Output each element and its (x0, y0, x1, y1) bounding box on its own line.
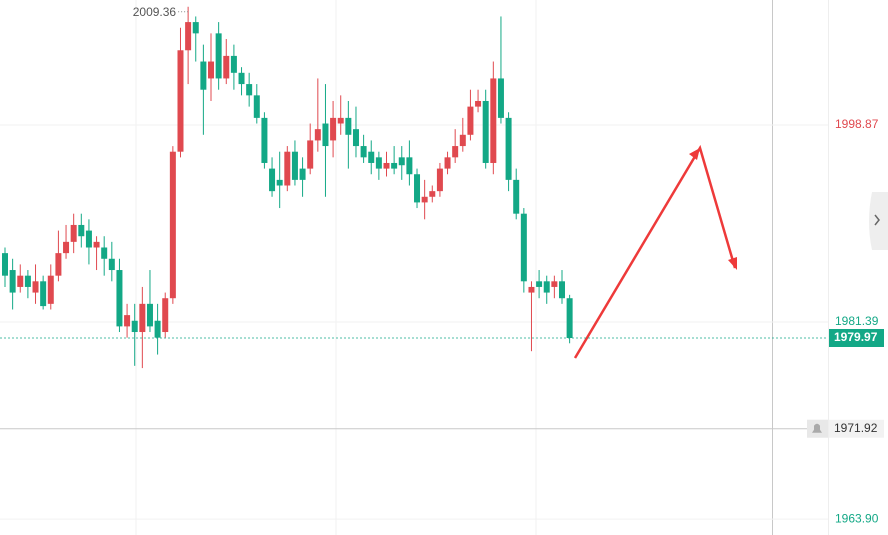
y-tick-label: 1963.90 (835, 511, 879, 525)
chevron-icon (874, 214, 880, 226)
candle-body (551, 281, 558, 287)
candle-body (276, 179, 283, 186)
candle-body (200, 61, 207, 90)
candle-body (513, 179, 520, 214)
candle-body (398, 157, 405, 166)
candle-body (467, 106, 474, 135)
y-tick-label: 1998.87 (835, 117, 879, 131)
candle-body (490, 78, 497, 163)
candle-body (40, 281, 47, 307)
candle-body (177, 50, 184, 152)
candle-body (223, 55, 230, 79)
candle-body (78, 224, 85, 237)
candle-body (421, 196, 428, 203)
candle-body (108, 258, 115, 271)
candle-body (238, 72, 245, 85)
candle-body (9, 270, 16, 293)
candle-body (139, 303, 146, 333)
candle-body (284, 151, 291, 186)
max-high-label: 2009.36 (133, 5, 177, 19)
candle-body (444, 157, 451, 169)
candle-body (375, 157, 382, 169)
candle-body (93, 241, 100, 248)
candle-body (55, 253, 62, 276)
arrow-head (728, 257, 737, 270)
candle-body (322, 123, 329, 147)
candle-body (497, 78, 504, 118)
candle-body (169, 151, 176, 299)
candle-body (162, 298, 169, 333)
candle-body (330, 117, 337, 141)
candle-body (124, 315, 131, 327)
last-price-label: 1979.97 (834, 330, 878, 344)
candle-body (307, 140, 314, 169)
candle-body (414, 174, 421, 203)
candle-body (383, 162, 390, 169)
candle-body (17, 275, 24, 287)
candle-body (215, 33, 222, 79)
candle-body (536, 281, 543, 287)
candle-body (406, 157, 413, 175)
candle-body (2, 253, 8, 276)
candle-body (436, 168, 443, 192)
candle-body (291, 151, 298, 180)
candle-body (558, 281, 565, 299)
last-price-tag (829, 328, 884, 347)
candle-body (246, 84, 253, 96)
candle-body (70, 224, 77, 242)
candle-body (47, 275, 54, 304)
candle-body (131, 320, 138, 333)
y-tick-label: 1981.39 (835, 314, 879, 328)
candle-body (32, 281, 39, 293)
arrow-head (689, 148, 700, 160)
candle-body (146, 303, 153, 327)
crosshair-label: 1971.92 (834, 421, 878, 435)
candle-body (520, 213, 527, 282)
candle-body (566, 298, 573, 338)
candle-body (154, 320, 161, 338)
candle-body (101, 247, 108, 259)
plot: 1998.87 1981.39 1963.90 (0, 6, 879, 525)
candle-body (391, 162, 398, 169)
candle-body (459, 134, 466, 147)
candle-body (337, 117, 344, 124)
candle-body (543, 281, 550, 293)
candle-body (352, 129, 359, 147)
bell-icon (812, 423, 822, 433)
candle-body (24, 275, 31, 287)
candle-body (116, 270, 123, 327)
candle-body (505, 117, 512, 180)
candle-body (482, 100, 489, 163)
candle-body (429, 191, 436, 197)
candle-body (63, 241, 70, 254)
candle-body (345, 117, 352, 135)
candle-body (192, 22, 199, 34)
candle-body (253, 95, 260, 118)
candle-body (528, 286, 535, 293)
candle-body (314, 129, 321, 141)
candle-body (452, 146, 459, 158)
candle-body (368, 151, 375, 163)
candle-body (475, 100, 482, 107)
candle-body (185, 22, 192, 51)
candle-body (269, 168, 276, 192)
candle-body (360, 146, 367, 158)
candle-body (261, 117, 268, 163)
crosshair-tag (829, 419, 884, 438)
candle-body (230, 55, 237, 73)
candle-body (208, 61, 215, 79)
candle-body (299, 168, 306, 180)
candle-body (85, 230, 92, 248)
